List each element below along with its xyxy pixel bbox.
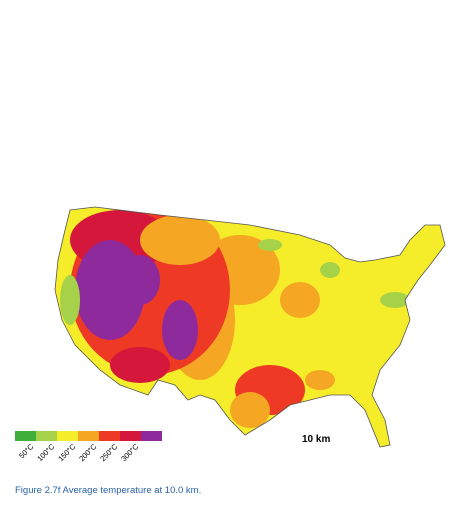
caption: Figure 2.7f Average temperature at 10.0 … bbox=[15, 485, 201, 496]
legend-swatch bbox=[15, 431, 36, 441]
legend-swatch bbox=[141, 431, 162, 441]
legend-swatch bbox=[120, 431, 141, 441]
legend-label: 150°C bbox=[56, 442, 78, 464]
legend-label: 50°C bbox=[17, 442, 36, 461]
legend-label: 300°C bbox=[119, 442, 141, 464]
us-outline bbox=[54, 206, 446, 448]
legend-swatch bbox=[78, 431, 99, 441]
legend-swatch bbox=[36, 431, 57, 441]
legend-swatch bbox=[99, 431, 120, 441]
legend-swatch bbox=[57, 431, 78, 441]
scale-label: 10 km bbox=[302, 434, 330, 445]
legend-label: 100°C bbox=[35, 442, 57, 464]
temperature-map bbox=[55, 207, 445, 447]
legend-label: 250°C bbox=[98, 442, 120, 464]
legend-label: 200°C bbox=[77, 442, 99, 464]
legend: 50°C 100°C 150°C 200°C 250°C 300°C bbox=[15, 431, 162, 463]
